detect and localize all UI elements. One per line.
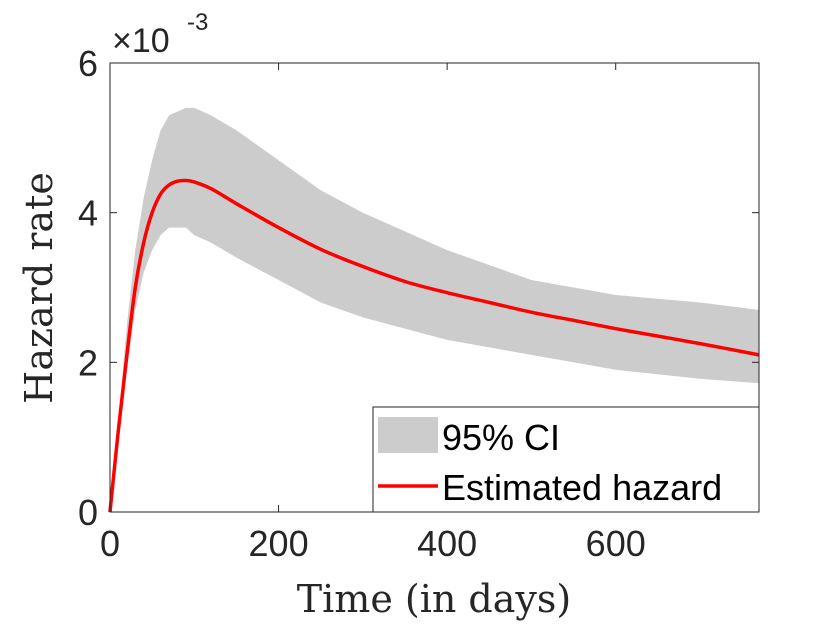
legend-ci-swatch [378,417,438,453]
legend-estimate-label: Estimated hazard [442,467,722,508]
y-axis-title: Hazard rate [17,172,61,404]
y-tick-label: 6 [78,43,98,84]
y-exponent-label: ×10 [112,22,170,60]
legend: 95% CI Estimated hazard [372,406,760,513]
y-tick-label: 2 [78,342,98,383]
x-tick-label: 400 [417,523,477,564]
ci-band [110,107,759,513]
y-tick-label: 0 [78,492,98,533]
y-exponent-power: -3 [187,9,208,36]
x-tick-label: 200 [249,523,309,564]
y-tick-label: 4 [78,193,98,234]
x-axis-title: Time (in days) [297,577,571,621]
estimated-hazard-line [108,178,760,513]
x-tick-label: 600 [586,523,646,564]
x-tick-label: 0 [100,523,120,564]
legend-ci-label: 95% CI [442,417,560,458]
